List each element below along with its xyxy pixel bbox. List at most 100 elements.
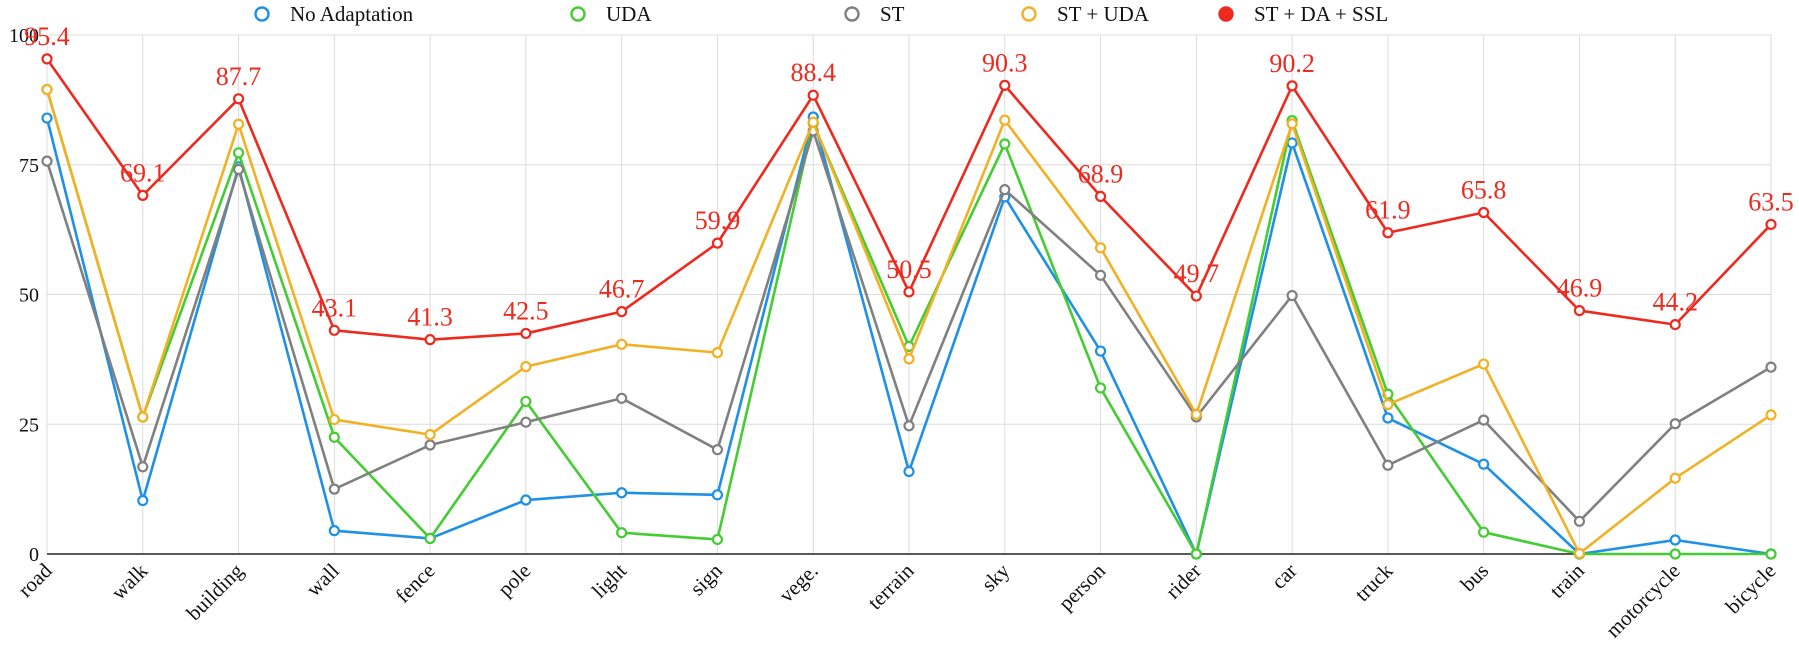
point-st-light (616, 392, 628, 404)
legend-item-no-adaptation: No Adaptation (254, 2, 414, 26)
point-no-adaptation-road (41, 112, 53, 124)
data-label-pole: 42.5 (503, 296, 549, 325)
point-no-adaptation-wall (328, 525, 340, 537)
point-st-building (232, 163, 245, 176)
y-axis-ticks: 0 25 50 75 100 (9, 25, 39, 566)
point-st-da-ssl-building (232, 93, 245, 105)
x-tick-label-walk: walk (106, 558, 152, 604)
x-tick-label-terrain: terrain (863, 558, 919, 614)
x-tick-label-train: train (1545, 558, 1590, 603)
point-st-uda-light (616, 338, 628, 350)
data-labels: 95.4 69.1 87.7 43.1 41.3 42.5 46.7 59.9 88.4 50.5… (24, 22, 1794, 332)
point-st-uda-vege (807, 116, 819, 128)
point-st-truck (1382, 459, 1394, 471)
point-st-sign (711, 444, 724, 456)
data-label-light: 46.7 (599, 275, 645, 304)
point-st-da-ssl-bus (1478, 206, 1490, 219)
point-st-fence (424, 439, 436, 451)
chart-series (41, 53, 1777, 560)
x-tick-label-vege: vege. (774, 559, 823, 608)
legend-marker (1218, 6, 1234, 22)
point-no-adaptation-pole (520, 494, 532, 506)
point-uda-pole (520, 395, 532, 408)
data-label-car: 90.2 (1269, 49, 1315, 78)
point-st-uda-motorcycle (1669, 472, 1681, 484)
data-label-sky: 90.3 (982, 48, 1028, 77)
point-st-uda-walk (137, 411, 149, 423)
point-st-da-ssl-bicycle (1765, 218, 1777, 231)
x-tick-label-car: car (1267, 559, 1302, 594)
point-no-adaptation-walk (137, 494, 149, 507)
legend-label: ST (880, 2, 905, 26)
point-st-uda-sign (711, 347, 724, 359)
point-st-da-ssl-person (1094, 190, 1107, 203)
x-tick-label-building: building (182, 558, 249, 625)
point-no-adaptation-motorcycle (1669, 534, 1681, 546)
x-tick-label-truck: truck (1350, 558, 1398, 606)
point-st-uda-wall (328, 413, 340, 426)
data-label-road: 95.4 (24, 22, 70, 51)
y-tick-label: 50 (19, 285, 39, 307)
y-tick-label: 25 (19, 414, 39, 436)
point-st-da-ssl-fence (424, 334, 436, 346)
point-st-uda-road (41, 83, 53, 96)
legend-label: No Adaptation (290, 2, 414, 26)
point-st-motorcycle (1669, 418, 1681, 430)
point-st-da-ssl-truck (1382, 227, 1394, 239)
point-st-uda-car (1286, 118, 1298, 130)
x-tick-label-motorcycle: motorcycle (1601, 559, 1685, 643)
x-tick-label-bicycle: bicycle (1721, 559, 1781, 619)
x-tick-label-person: person (1054, 558, 1111, 615)
point-st-wall (328, 483, 340, 495)
point-st-da-ssl-terrain (903, 286, 915, 298)
data-label-rider: 49.7 (1174, 259, 1220, 288)
point-st-da-ssl-vege (807, 89, 819, 101)
legend-label: ST + UDA (1057, 2, 1150, 26)
point-st-person (1094, 269, 1107, 281)
point-uda-bus (1478, 526, 1490, 538)
point-st-uda-truck (1382, 398, 1394, 411)
point-st-uda-fence (424, 429, 436, 441)
point-st-terrain (903, 420, 915, 432)
point-st-uda-bus (1478, 358, 1490, 370)
x-tick-label-sign: sign (685, 558, 727, 600)
data-label-fence: 41.3 (407, 303, 453, 332)
point-uda-sign (711, 533, 724, 546)
point-uda-light (616, 527, 628, 539)
data-label-wall: 43.1 (312, 293, 358, 322)
data-label-person: 68.9 (1078, 159, 1124, 188)
x-tick-label-rider: rider (1161, 559, 1206, 604)
point-st-road (41, 155, 53, 167)
x-tick-label-sky: sky (977, 558, 1015, 596)
point-st-da-ssl-motorcycle (1669, 319, 1681, 331)
point-st-pole (520, 416, 532, 428)
x-tick-label-pole: pole (493, 559, 536, 602)
data-label-walk: 69.1 (120, 158, 166, 187)
point-st-da-ssl-pole (520, 327, 532, 340)
point-st-uda-terrain (903, 353, 915, 365)
point-uda-building (232, 147, 245, 159)
legend-marker (254, 6, 270, 22)
point-st-walk (137, 461, 149, 473)
legend-label: ST + DA + SSL (1254, 2, 1388, 26)
point-uda-sky (999, 138, 1011, 150)
data-label-bicycle: 63.5 (1748, 187, 1794, 216)
data-label-building: 87.7 (216, 62, 262, 91)
point-no-adaptation-light (616, 487, 628, 499)
point-st-da-ssl-rider (1190, 290, 1202, 302)
y-tick-label: 75 (19, 155, 39, 177)
point-st-da-ssl-light (616, 306, 628, 318)
point-st-da-ssl-car (1286, 80, 1298, 92)
data-label-sign: 59.9 (695, 206, 741, 235)
x-tick-label-road: road (13, 558, 57, 602)
legend-item-st-da-ssl: ST + DA + SSL (1218, 2, 1388, 26)
series-st (41, 125, 1777, 527)
point-st-uda-building (232, 118, 245, 130)
data-label-motorcycle: 44.2 (1652, 288, 1698, 317)
point-no-adaptation-terrain (903, 465, 915, 478)
point-st-uda-sky (999, 114, 1011, 126)
point-st-da-ssl-road (41, 53, 53, 65)
chart-legend: No Adaptation UDA ST ST + UDA ST + DA + SSL (254, 2, 1388, 26)
point-no-adaptation-person (1094, 345, 1107, 357)
point-st-uda-person (1094, 242, 1107, 254)
